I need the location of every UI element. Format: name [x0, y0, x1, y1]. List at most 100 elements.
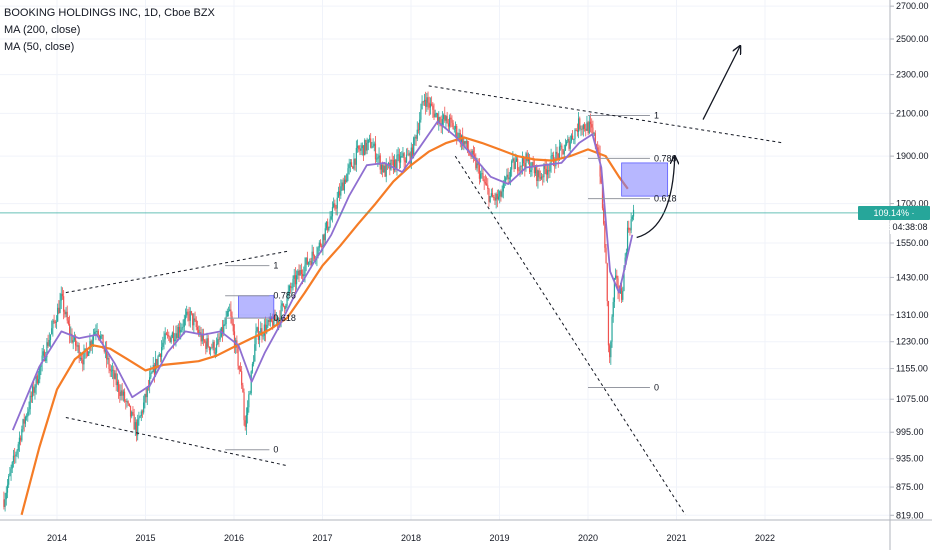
- candle-body: [134, 422, 136, 430]
- candle-body: [484, 182, 486, 184]
- candle-body: [515, 158, 518, 162]
- candle-body: [180, 329, 182, 333]
- candle-body: [30, 395, 32, 397]
- candle-body: [127, 401, 129, 404]
- candle-body: [65, 311, 67, 315]
- candle-body: [388, 162, 390, 165]
- candle-body: [117, 381, 120, 392]
- candle-body: [354, 158, 356, 165]
- candle-body: [409, 153, 411, 164]
- candle-body: [137, 419, 139, 436]
- candle-body: [572, 135, 574, 140]
- candle-body: [575, 129, 577, 131]
- candle-body: [577, 118, 580, 132]
- up-arrow: [702, 46, 740, 120]
- candle-body: [122, 391, 124, 396]
- candle-body: [391, 159, 393, 161]
- candle-body: [140, 411, 142, 417]
- candle-body: [237, 347, 239, 366]
- candle-body: [109, 369, 111, 371]
- candle-body: [587, 122, 589, 134]
- candle-body: [489, 196, 491, 202]
- candle-body: [580, 128, 582, 130]
- candle-body: [588, 121, 590, 134]
- candle-body: [420, 109, 422, 120]
- candle-body: [245, 415, 248, 427]
- candle-body: [508, 177, 510, 180]
- candle-body: [631, 216, 633, 220]
- candle-body: [310, 261, 312, 266]
- y-tick-label: 1155.00: [896, 364, 928, 374]
- candle-body: [20, 437, 22, 441]
- candle-body: [115, 373, 117, 386]
- candle-body: [189, 311, 191, 321]
- candle-body: [385, 164, 387, 177]
- candle-body: [445, 116, 447, 121]
- last-price-badge: 109.14% · 1663.68: [858, 205, 930, 232]
- candle-body: [368, 138, 371, 140]
- candle-body: [288, 286, 291, 292]
- x-tick-label: 2018: [401, 533, 421, 543]
- candle-body: [67, 320, 70, 324]
- candle-body: [422, 101, 424, 103]
- candle-body: [90, 341, 92, 346]
- ma200-legend: MA (200, close): [4, 24, 81, 36]
- candle-body: [248, 394, 250, 408]
- candle-body: [382, 164, 384, 173]
- candle-body: [100, 335, 102, 339]
- candle-body: [611, 316, 613, 342]
- candle-body: [612, 302, 614, 317]
- candle-body: [183, 318, 185, 327]
- candle-body: [586, 122, 588, 131]
- candle-body: [376, 158, 378, 160]
- candle-body: [361, 145, 363, 149]
- candle-body: [178, 326, 181, 333]
- candle-body: [464, 141, 466, 144]
- candle-body: [530, 170, 532, 173]
- candle-body: [102, 334, 104, 349]
- candle-body: [21, 429, 23, 441]
- x-tick-label: 2014: [47, 533, 67, 543]
- candle-body: [39, 367, 41, 380]
- fib-level-label: 0.786: [654, 153, 677, 163]
- candle-body: [458, 133, 460, 138]
- candle-body: [164, 333, 166, 340]
- candle-body: [560, 145, 562, 147]
- candle-body: [392, 160, 394, 171]
- candle-body: [165, 333, 167, 335]
- countdown-badge: 04:38:08: [890, 220, 930, 234]
- candle-body: [383, 165, 385, 173]
- candle-body: [524, 163, 526, 168]
- candle-body: [370, 138, 372, 148]
- candle-body: [399, 156, 402, 163]
- candle-body: [340, 186, 342, 196]
- candle-body: [194, 318, 196, 321]
- candle-body: [421, 101, 423, 110]
- candle-body: [512, 158, 514, 162]
- candle-body: [73, 335, 75, 341]
- candle-body: [4, 499, 6, 507]
- candle-body: [477, 163, 479, 166]
- candle-body: [186, 311, 188, 316]
- candle-body: [318, 242, 320, 248]
- candle-body: [573, 138, 575, 140]
- candle-body: [218, 339, 220, 340]
- candle-body: [403, 153, 405, 161]
- candle-body: [59, 300, 61, 313]
- candle-body: [319, 242, 322, 246]
- candle-body: [502, 183, 504, 192]
- candle-body: [607, 301, 610, 346]
- candle-body: [434, 113, 436, 118]
- candle-body: [55, 321, 58, 323]
- candle-body: [519, 165, 521, 171]
- candle-body: [260, 328, 262, 336]
- candle-body: [232, 323, 234, 332]
- candle-body: [511, 161, 513, 170]
- candle-body: [323, 234, 325, 241]
- candle-body: [620, 288, 623, 300]
- candle-body: [157, 356, 159, 366]
- candle-body: [224, 324, 226, 325]
- candle-body: [15, 454, 17, 457]
